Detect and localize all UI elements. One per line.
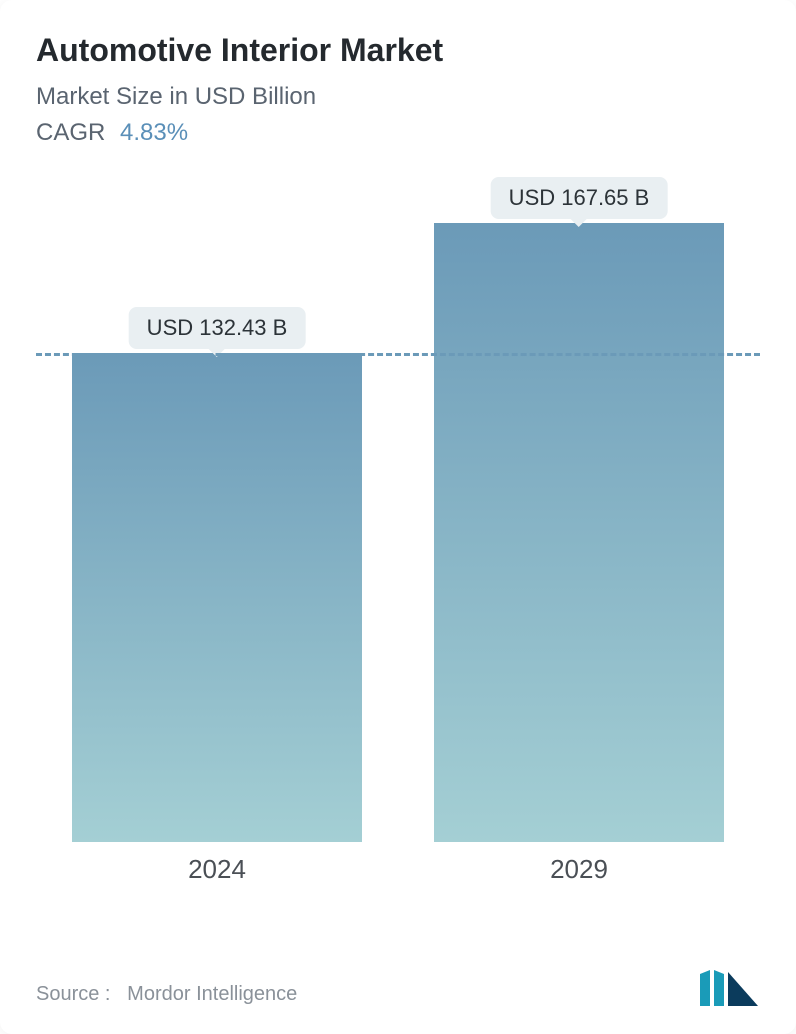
x-label-0: 2024 bbox=[72, 854, 362, 885]
cagr-value: 4.83% bbox=[120, 119, 188, 146]
footer: Source : Mordor Intelligence bbox=[36, 966, 760, 1006]
reference-dashed-line bbox=[36, 353, 760, 356]
bar-col-1: USD 167.65 B bbox=[434, 223, 724, 842]
chart-card: Automotive Interior Market Market Size i… bbox=[0, 0, 796, 1034]
logo-bar2 bbox=[714, 970, 724, 1006]
bar-col-0: USD 132.43 B bbox=[72, 353, 362, 842]
chart-area: USD 132.43 B USD 167.65 B 2024 2029 bbox=[36, 177, 760, 897]
chart-title: Automotive Interior Market bbox=[36, 32, 760, 69]
cagr-row: CAGR 4.83% bbox=[36, 119, 760, 147]
x-axis-labels: 2024 2029 bbox=[36, 842, 760, 897]
source-text: Source : Mordor Intelligence bbox=[36, 983, 297, 1006]
source-label: Source : bbox=[36, 983, 110, 1005]
cagr-label: CAGR bbox=[36, 119, 105, 146]
bar-row: USD 132.43 B USD 167.65 B bbox=[36, 177, 760, 842]
chart-subtitle: Market Size in USD Billion bbox=[36, 83, 760, 111]
value-pill-1: USD 167.65 B bbox=[491, 177, 668, 219]
brand-logo-icon bbox=[696, 966, 760, 1006]
logo-bar1 bbox=[700, 970, 710, 1006]
value-pill-0: USD 132.43 B bbox=[129, 307, 306, 349]
source-name: Mordor Intelligence bbox=[127, 983, 297, 1005]
bar-0: USD 132.43 B bbox=[72, 353, 362, 842]
x-label-1: 2029 bbox=[434, 854, 724, 885]
bar-1: USD 167.65 B bbox=[434, 223, 724, 842]
logo-triangle bbox=[728, 972, 758, 1006]
mn-logo-svg bbox=[696, 966, 760, 1006]
